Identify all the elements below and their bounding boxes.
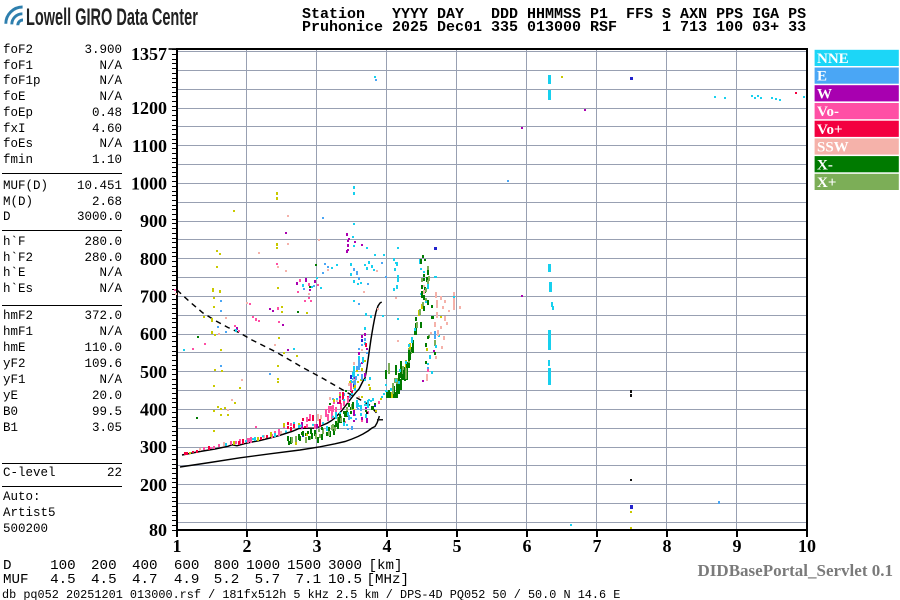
svg-text:9: 9 bbox=[733, 536, 742, 556]
svg-text:3: 3 bbox=[313, 536, 322, 556]
svg-text:800: 800 bbox=[140, 249, 167, 269]
svg-text:300: 300 bbox=[140, 437, 167, 457]
svg-text:SSW: SSW bbox=[817, 140, 849, 156]
svg-text:600: 600 bbox=[140, 324, 167, 344]
svg-text:Vo-: Vo- bbox=[817, 104, 839, 120]
svg-text:E: E bbox=[817, 69, 827, 85]
svg-text:5: 5 bbox=[453, 536, 462, 556]
svg-text:W: W bbox=[817, 86, 832, 102]
svg-text:1200: 1200 bbox=[131, 98, 167, 118]
svg-text:2: 2 bbox=[243, 536, 252, 556]
svg-text:Vo+: Vo+ bbox=[817, 122, 843, 138]
svg-text:X-: X- bbox=[817, 157, 833, 173]
svg-text:1100: 1100 bbox=[132, 136, 167, 156]
svg-text:NNE: NNE bbox=[817, 51, 849, 67]
svg-text:8: 8 bbox=[663, 536, 672, 556]
svg-text:80: 80 bbox=[149, 520, 167, 540]
svg-text:900: 900 bbox=[140, 211, 167, 231]
svg-text:6: 6 bbox=[523, 536, 532, 556]
svg-text:1357: 1357 bbox=[131, 44, 167, 64]
svg-text:X+: X+ bbox=[817, 175, 836, 191]
svg-text:500: 500 bbox=[140, 362, 167, 382]
svg-text:4: 4 bbox=[383, 536, 392, 556]
svg-text:700: 700 bbox=[140, 287, 167, 307]
svg-text:1000: 1000 bbox=[131, 174, 167, 194]
svg-text:200: 200 bbox=[140, 475, 167, 495]
svg-text:1: 1 bbox=[173, 536, 182, 556]
svg-text:400: 400 bbox=[140, 400, 167, 420]
svg-text:7: 7 bbox=[593, 536, 602, 556]
svg-text:10: 10 bbox=[798, 536, 816, 556]
